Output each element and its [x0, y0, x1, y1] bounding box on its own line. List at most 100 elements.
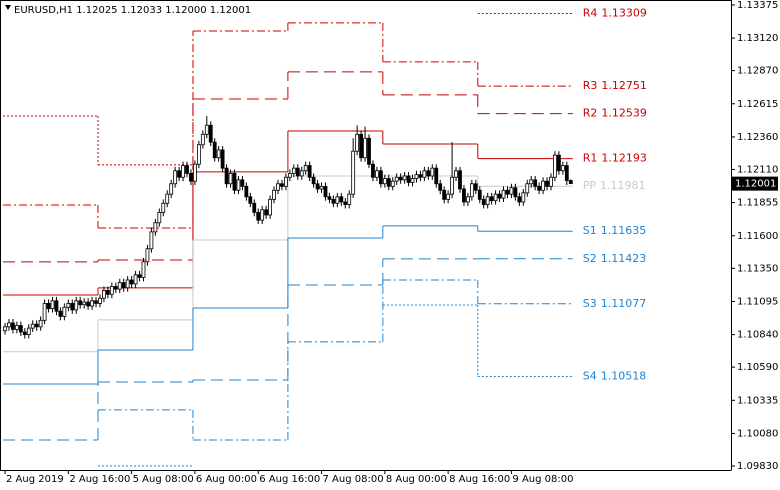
candle-body [394, 176, 399, 182]
candle-body [50, 300, 55, 310]
pivot-name: S3 [583, 297, 597, 310]
x-tick-label: 8 Aug 16:00 [449, 474, 510, 485]
candle-body [339, 196, 344, 203]
candle-body [94, 300, 98, 304]
candle-body [303, 165, 308, 172]
candle-body [477, 189, 482, 200]
y-tick-label: 1.13375 [737, 0, 778, 11]
candle-body [117, 282, 122, 290]
candle-body [501, 189, 506, 199]
x-tick-label: 9 Aug 08:00 [512, 474, 573, 485]
candle-body [141, 261, 146, 278]
candle-body [426, 170, 431, 177]
candle-body [311, 176, 316, 185]
pivot-value: 1.11981 [600, 179, 646, 192]
pivot-label: PP 1.11981 [583, 179, 646, 192]
candle-body [398, 176, 403, 181]
symbol-icon [5, 5, 11, 10]
y-tick-label: 1.12870 [737, 66, 778, 77]
pivot-label: R4 1.13309 [583, 7, 647, 20]
candle-body [537, 185, 542, 191]
candle-body [355, 133, 360, 152]
candle-body [161, 202, 166, 213]
pivot-label: S2 1.11423 [583, 252, 646, 265]
candle-body [505, 189, 510, 195]
candle-body [335, 196, 340, 204]
y-tick-label: 1.11855 [737, 198, 778, 209]
candle-body [307, 165, 312, 178]
candle-body [248, 196, 253, 204]
x-tick-label: 6 Aug 16:00 [259, 474, 320, 485]
candle-body [38, 319, 43, 328]
candle-body [74, 300, 79, 311]
candle-body [359, 133, 363, 159]
candle-body [220, 149, 225, 169]
candle-body [7, 322, 11, 328]
candle-body [363, 137, 367, 159]
candle-body [185, 165, 189, 174]
candle-body [82, 301, 87, 306]
candle-body [256, 211, 261, 221]
pivot-label: R1 1.12193 [583, 152, 647, 165]
candle-body [291, 167, 296, 174]
candle-body [137, 274, 142, 278]
candle-body [509, 187, 514, 195]
candle-body [149, 231, 154, 250]
candle-body [193, 163, 197, 182]
y-tick-label: 1.09830 [737, 461, 778, 472]
candle-body [54, 300, 59, 312]
candle-body [105, 290, 110, 295]
candle-body [216, 149, 221, 159]
candle-body [268, 198, 272, 216]
candle-body [319, 185, 324, 190]
y-tick-label: 1.10840 [737, 330, 778, 341]
pivot-name: S2 [583, 252, 597, 265]
candle-body [375, 170, 379, 178]
candle-body [177, 170, 182, 178]
candle-body [545, 180, 549, 187]
candle-body [422, 170, 427, 178]
pivot-value: 1.13309 [601, 7, 647, 20]
candle-body [466, 196, 470, 203]
candle-body [34, 323, 39, 328]
x-tick-label: 7 Aug 08:00 [323, 474, 384, 485]
candle-body [430, 167, 435, 177]
candle-body [295, 167, 300, 177]
candle-body [236, 179, 241, 191]
pivot-value: 1.11077 [601, 297, 647, 310]
pivot-label: S1 1.11635 [583, 224, 646, 237]
candle-body [367, 137, 371, 165]
pivot-value: 1.10518 [601, 369, 647, 382]
candle-body [113, 286, 118, 290]
candle-body [165, 193, 170, 204]
candle-body [493, 193, 498, 202]
candle-body [442, 189, 447, 200]
candle-body [42, 303, 47, 321]
candle-body [11, 322, 15, 330]
x-tick-label: 6 Aug 00:00 [196, 474, 257, 485]
y-tick-label: 1.11095 [737, 296, 778, 307]
candle-body [204, 124, 209, 135]
candle-body [533, 179, 538, 187]
candle-body [402, 175, 407, 181]
pivot-value: 1.11423 [601, 252, 647, 265]
candle-body [564, 165, 569, 181]
candle-body [418, 174, 423, 178]
pivot-name: R1 [583, 152, 598, 165]
candle-body [26, 327, 31, 336]
candle-body [382, 178, 387, 185]
candle-body [386, 178, 391, 187]
candle-body [327, 196, 332, 200]
candle-body [272, 189, 276, 200]
candle-body [446, 193, 451, 200]
candle-body [30, 323, 35, 329]
candle-body [208, 124, 213, 143]
candle-body [260, 209, 265, 221]
y-tick-label: 1.10335 [737, 395, 778, 406]
candle-body [78, 300, 83, 306]
candle-body [454, 170, 458, 178]
candle-body [98, 297, 102, 304]
plot-area [3, 13, 573, 467]
